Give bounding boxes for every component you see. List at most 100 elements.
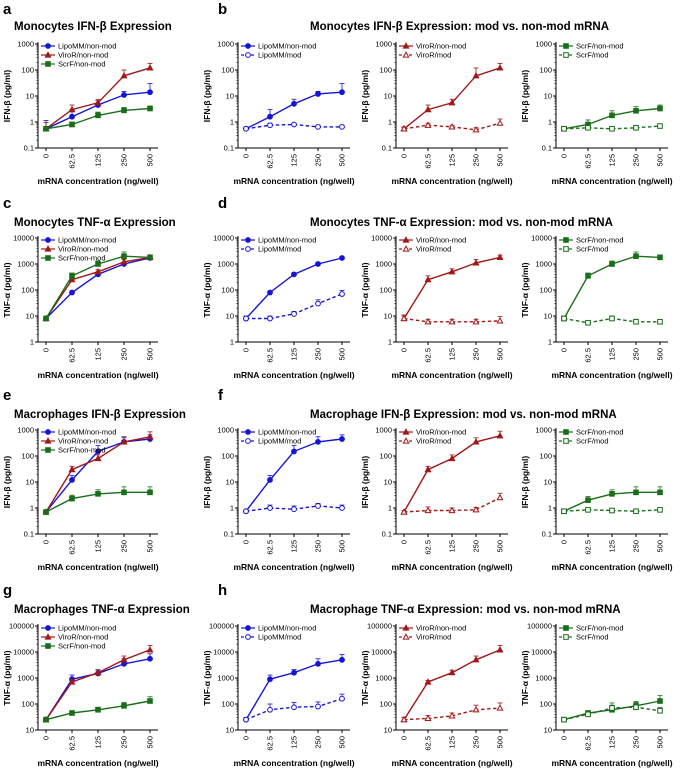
data-point [496, 704, 504, 711]
data-point [448, 712, 456, 719]
legend-label: ScrF/non-mod [576, 42, 624, 51]
x-tick-label: 500 [496, 154, 505, 167]
y-tick-label: 100000 [527, 622, 552, 631]
x-tick-label: 62.5 [68, 348, 77, 363]
x-tick-label: 0 [400, 348, 409, 352]
x-tick-label: 62.5 [266, 348, 275, 363]
data-point [472, 505, 480, 513]
data-point [68, 105, 76, 113]
series-viror-mod: ViroR/mod [399, 245, 504, 325]
y-axis-label: IFN-β (pg/ml) [360, 456, 370, 509]
data-point [657, 318, 663, 325]
series-lipomm-mod: LipoMM/mod [241, 437, 345, 515]
chart-c: 1 10 100 1000 10000 0 62.5 125 250 500 mRNA concen… [2, 234, 159, 380]
series-line [403, 256, 501, 319]
legend-label: ViroR/mod [416, 437, 451, 446]
data-point [585, 711, 591, 718]
x-tick-label: 250 [314, 540, 323, 553]
legend-marker [402, 51, 410, 58]
y-tick-label: 0.1 [224, 144, 234, 153]
y-tick-label: 0.1 [382, 530, 392, 539]
legend-label: LipoMM/non-mod [258, 624, 316, 633]
y-tick-label: 100000 [209, 622, 234, 631]
x-tick-label: 125 [448, 348, 457, 361]
legend-marker [563, 237, 569, 243]
data-point [657, 123, 663, 129]
y-tick-label: 10 [226, 92, 234, 101]
x-tick-label: 125 [94, 540, 103, 553]
legend-label: ScrF/non-mod [58, 642, 106, 651]
legend-marker [45, 643, 51, 649]
y-tick-label: 1000 [17, 260, 34, 269]
legend-label: ViroR/mod [416, 633, 451, 642]
data-point [147, 254, 153, 261]
x-tick-label: 500 [656, 540, 665, 553]
x-tick-label: 62.5 [584, 348, 593, 363]
data-point [585, 497, 591, 503]
legend-marker [563, 625, 569, 631]
chart-h1: 10 100 1000 10000 100000 0 62.5 125 250 500 mRNA c… [202, 622, 355, 768]
y-tick-label: 10 [26, 478, 34, 487]
legend-label: ViroR/non-mod [58, 245, 108, 254]
data-point [243, 716, 249, 723]
data-point [339, 123, 345, 130]
y-tick-label: 0.1 [24, 144, 34, 153]
series-viror-non-mod: ViroR/non-mod [41, 431, 154, 515]
legend-label: LipoMM/mod [258, 245, 301, 254]
data-point [585, 507, 591, 513]
legend-marker [245, 237, 251, 243]
data-point [657, 489, 663, 496]
y-tick-label: 1 [548, 504, 552, 513]
legend-label: ScrF/mod [576, 51, 609, 60]
data-point [315, 123, 321, 130]
legend-label: LipoMM/mod [258, 633, 301, 642]
y-axis-label: TNF-α (pg/ml) [360, 650, 370, 705]
data-point [267, 676, 273, 683]
data-point [267, 122, 273, 129]
y-tick-label: 1000 [217, 40, 234, 49]
data-point [43, 125, 49, 132]
series-line [245, 257, 343, 319]
data-point [94, 454, 102, 462]
legend-marker [245, 429, 251, 435]
x-axis-label: mRNA concentration (ng/well) [391, 758, 512, 768]
data-point [291, 311, 297, 317]
legend-label: ViroR/non-mod [58, 633, 108, 642]
y-tick-label: 1 [230, 118, 234, 127]
y-tick-label: 10 [544, 478, 552, 487]
data-point [472, 317, 480, 325]
series-scrf-non-mod: ScrF/non-mod [41, 446, 153, 515]
y-tick-label: 0.1 [542, 144, 552, 153]
series-scrf-non-mod: ScrF/non-mod [559, 428, 663, 515]
series-scrf-mod: ScrF/mod [559, 51, 663, 132]
legend-marker [402, 42, 410, 49]
legend-marker [45, 43, 51, 49]
x-tick-label: 0 [560, 736, 569, 740]
panel-letter-a: a [3, 1, 12, 18]
series-scrf-mod: ScrF/mod [559, 437, 663, 515]
data-point [339, 255, 345, 261]
y-tick-label: 10 [544, 312, 552, 321]
y-tick-label: 1000 [17, 40, 34, 49]
data-point [561, 125, 567, 132]
y-tick-label: 10 [226, 478, 234, 487]
series-viror-mod: ViroR/mod [399, 633, 504, 723]
data-point [267, 706, 273, 713]
legend-marker [402, 633, 410, 640]
y-tick-label: 10 [26, 312, 34, 321]
panel-title-c: Monocytes TNF-α Expression [14, 217, 176, 229]
data-point [609, 125, 615, 132]
x-tick-label: 250 [472, 348, 481, 361]
x-tick-label: 0 [42, 154, 51, 158]
y-axis-label: IFN-β (pg/ml) [2, 456, 12, 509]
data-point [496, 646, 504, 653]
data-point [448, 267, 456, 275]
data-point [315, 503, 321, 509]
legend-marker [402, 437, 410, 444]
series-viror-mod: ViroR/mod [399, 51, 504, 133]
legend-marker [44, 245, 52, 252]
y-tick-label: 1 [230, 504, 234, 513]
y-tick-label: 100 [379, 286, 392, 295]
x-axis-label: mRNA concentration (ng/well) [391, 562, 512, 572]
x-tick-label: 0 [560, 154, 569, 158]
